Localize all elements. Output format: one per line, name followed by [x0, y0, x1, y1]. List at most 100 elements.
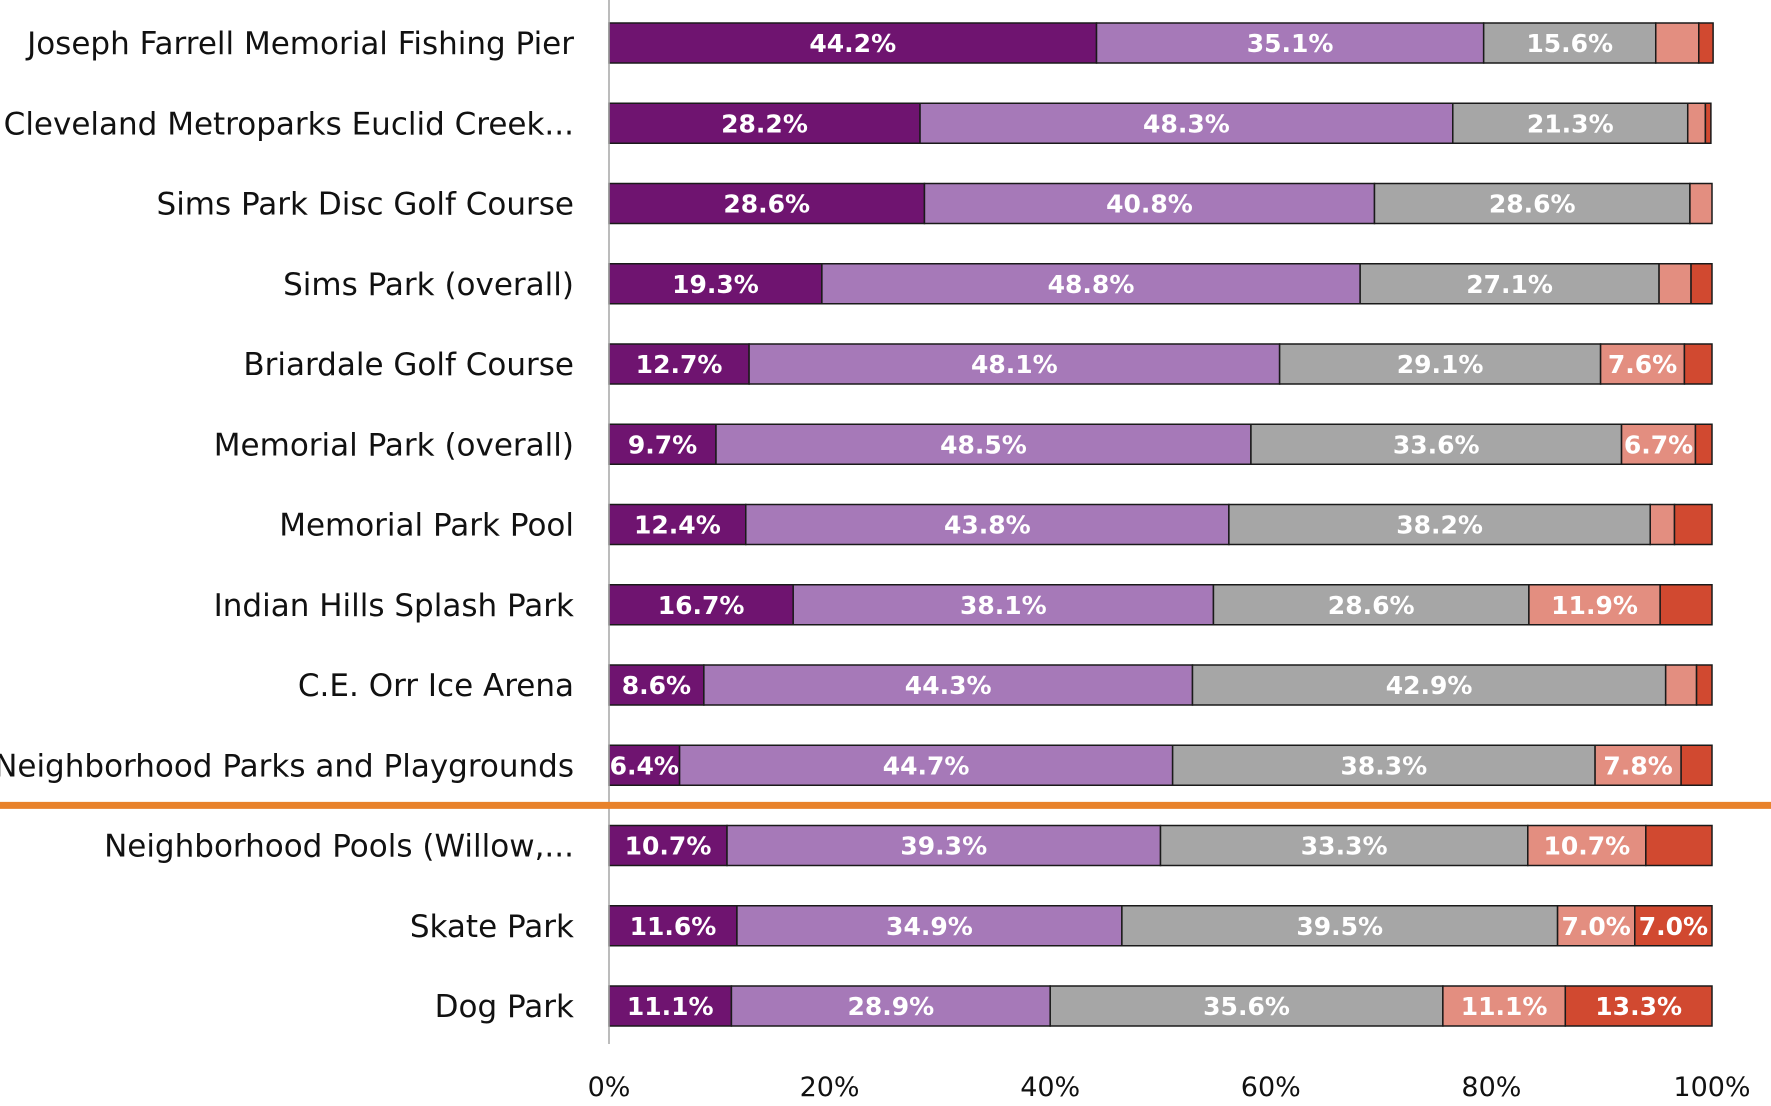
bar-segment-3: [1452, 102, 1689, 144]
data-label: 28.6%: [723, 190, 810, 219]
data-label: 39.5%: [1296, 912, 1383, 941]
bar-segment-5: [1564, 985, 1713, 1027]
data-label: 12.4%: [634, 511, 721, 540]
bar-segment-4: [1528, 584, 1661, 626]
bar-segment-2: [1095, 22, 1485, 64]
data-label: 12.7%: [636, 350, 723, 379]
x-tick-label: 20%: [800, 1072, 860, 1103]
category-label: Neighborhood Parks and Playgrounds: [0, 748, 574, 784]
category-label: Skate Park: [410, 909, 574, 945]
category-label: Memorial Park Pool: [279, 508, 574, 544]
bar-segment-3: [1049, 985, 1444, 1027]
data-label: 35.1%: [1247, 29, 1334, 58]
bar-segment-2: [715, 423, 1252, 465]
bar-segment-2: [792, 584, 1215, 626]
data-label: 28.6%: [1328, 591, 1415, 620]
data-label: 29.1%: [1397, 350, 1484, 379]
data-labels-layer: 44.2% 35.1% 15.6% 28.2% 48.3% 21.3% 28.6% 40.8%…: [610, 29, 1708, 1021]
data-label: 10.7%: [1543, 832, 1630, 861]
data-label: 43.8%: [944, 511, 1031, 540]
data-label: 48.1%: [971, 350, 1058, 379]
bar-segment-4: [1599, 343, 1686, 385]
bar-segment-1: [608, 664, 705, 706]
data-label: 7.6%: [1608, 350, 1677, 379]
bar-segment-1: [608, 22, 1098, 64]
bar-segment-5: [1659, 584, 1713, 626]
x-tick-label: 80%: [1461, 1072, 1521, 1103]
data-label: 28.2%: [721, 109, 808, 138]
bar-segment-5: [1683, 343, 1713, 385]
data-label: 44.2%: [809, 29, 896, 58]
bar-segment-1: [608, 503, 747, 546]
data-label: 28.6%: [1489, 190, 1576, 219]
bar-segment-5: [1690, 263, 1713, 305]
category-label: Briardale Golf Course: [243, 347, 574, 383]
bar-segment-5: [1698, 22, 1714, 64]
data-label: 6.4%: [610, 751, 679, 780]
data-label: 7.8%: [1603, 751, 1672, 780]
data-label: 44.3%: [905, 671, 992, 700]
bar-segment-1: [608, 182, 926, 225]
data-label: 11.6%: [630, 912, 717, 941]
data-label: 15.6%: [1526, 29, 1613, 58]
data-label: 48.3%: [1143, 109, 1230, 138]
bar-segment-2: [919, 102, 1454, 144]
data-label: 33.6%: [1393, 430, 1480, 459]
category-label: Memorial Park (overall): [214, 427, 574, 463]
data-label: 11.1%: [1461, 992, 1548, 1021]
data-label: 38.2%: [1396, 511, 1483, 540]
data-label: 8.6%: [622, 671, 691, 700]
bar-segment-5: [1695, 664, 1713, 706]
bar-segment-2: [703, 664, 1194, 706]
bar-segment-1: [608, 744, 681, 786]
bar-segment-5: [1694, 423, 1713, 465]
bars-layer: [608, 22, 1714, 1027]
bar-segment-4: [1686, 102, 1707, 144]
bar-segment-5: [1673, 503, 1713, 546]
x-tick-label: 0%: [588, 1072, 631, 1103]
bar-segment-4: [1527, 824, 1647, 867]
category-label: Joseph Farrell Memorial Fishing Pier: [25, 26, 574, 62]
data-label: 33.3%: [1301, 832, 1388, 861]
data-label: 13.3%: [1595, 992, 1682, 1021]
data-label: 7.0%: [1562, 912, 1631, 941]
bar-segment-4: [1649, 503, 1676, 546]
bar-segment-2: [923, 182, 1376, 225]
data-label: 28.9%: [847, 992, 934, 1021]
bar-segment-4: [1442, 985, 1567, 1027]
data-label: 10.7%: [625, 832, 712, 861]
bar-segment-3: [1359, 263, 1660, 305]
bar-segment-2: [726, 824, 1162, 867]
bar-segment-4: [1654, 22, 1700, 64]
bar-segment-4: [1556, 905, 1636, 947]
data-label: 42.9%: [1386, 671, 1473, 700]
category-label: Cleveland Metroparks Euclid Creek...: [4, 106, 574, 142]
bar-segment-1: [608, 343, 750, 385]
bar-segment-5: [1634, 905, 1713, 947]
bar-segment-5: [1704, 102, 1712, 144]
data-label: 38.3%: [1340, 751, 1427, 780]
bar-segment-2: [748, 343, 1281, 385]
data-label: 44.7%: [883, 751, 970, 780]
data-label: 48.5%: [940, 430, 1027, 459]
data-label: 11.1%: [627, 992, 714, 1021]
data-label: 39.3%: [900, 832, 987, 861]
category-label: Dog Park: [435, 989, 574, 1025]
data-label: 27.1%: [1466, 270, 1553, 299]
bar-segment-4: [1664, 664, 1698, 706]
data-label: 21.3%: [1527, 109, 1614, 138]
bar-segment-5: [1645, 824, 1713, 867]
bar-segment-5: [1680, 744, 1713, 786]
bar-segment-2: [745, 503, 1230, 546]
bar-segment-3: [1482, 22, 1657, 64]
data-label: 9.7%: [628, 430, 697, 459]
data-label: 35.6%: [1203, 992, 1290, 1021]
category-label: Indian Hills Splash Park: [214, 588, 574, 624]
category-label: Neighborhood Pools (Willow,...: [104, 829, 574, 865]
bar-segment-1: [608, 263, 823, 305]
bar-segment-2: [736, 905, 1123, 947]
x-tick-label: 60%: [1241, 1072, 1301, 1103]
data-label: 6.7%: [1624, 430, 1693, 459]
